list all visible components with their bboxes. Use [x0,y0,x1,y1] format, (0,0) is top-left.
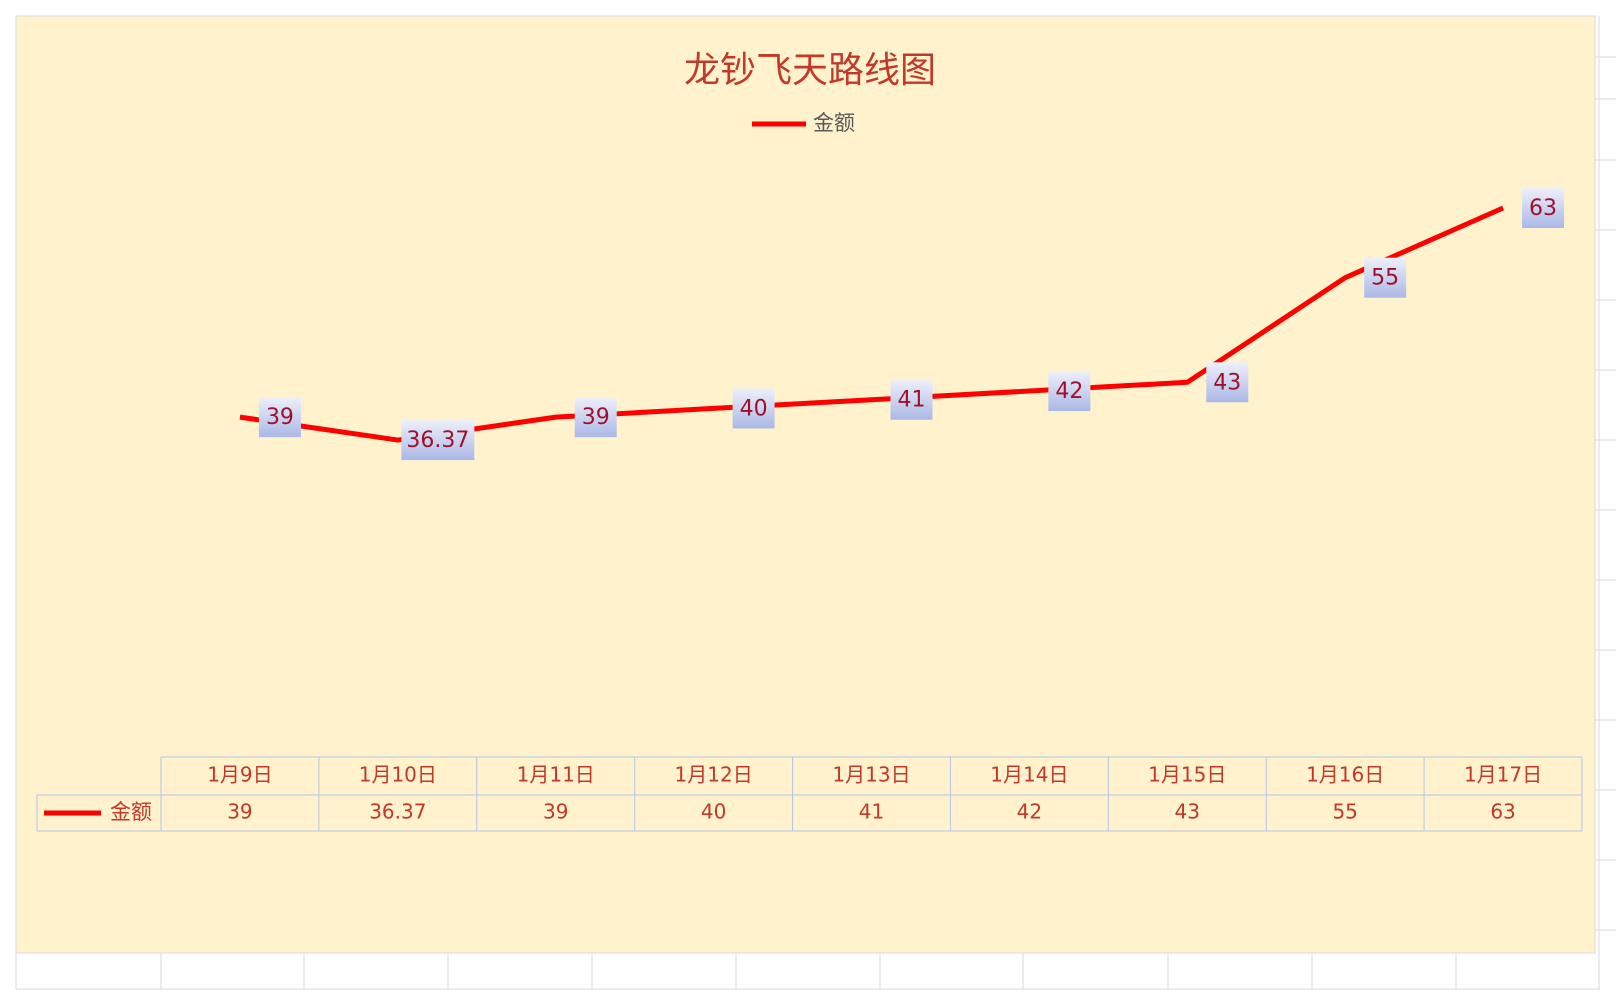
data-label-box [401,420,475,461]
x-tick-label: 1月9日 [207,763,272,787]
table-value: 39 [227,800,252,824]
table-value: 43 [1175,800,1200,824]
data-label-box [890,379,933,420]
sheet-grid [15,16,1616,990]
data-label: 42 [1048,371,1091,411]
data-label-box [1048,371,1091,411]
legend-label: 金额 [813,111,855,135]
data-label-text: 36.37 [406,428,469,453]
x-tick-label: 1月13日 [832,763,910,787]
table-series-name: 金额 [110,800,152,824]
data-label: 63 [1522,188,1565,228]
data-label: 55 [1364,257,1407,298]
x-tick-label: 1月16日 [1306,763,1384,787]
chart-title: 龙钞飞天路线图 [684,50,936,91]
data-label-box [1206,362,1249,403]
x-tick-label: 1月12日 [675,763,753,787]
data-label-text: 43 [1213,370,1241,395]
table-value: 41 [859,800,884,824]
data-label-text: 39 [266,405,294,430]
table-value: 55 [1332,800,1357,824]
data-label-text: 42 [1055,379,1083,404]
data-label-box [1364,257,1407,298]
x-tick-label: 1月14日 [990,763,1068,787]
data-label: 36.37 [401,420,475,461]
data-label-text: 40 [740,396,768,421]
chart-area [15,15,1596,954]
data-label-text: 63 [1529,196,1557,221]
x-tick-label: 1月15日 [1148,763,1226,787]
data-label: 39 [258,397,301,438]
data-label: 39 [574,397,617,438]
x-tick-label: 1月17日 [1464,763,1542,787]
x-tick-label: 1月10日 [359,763,437,787]
table-value: 40 [701,800,726,824]
x-tick-label: 1月11日 [517,763,595,787]
data-label: 40 [732,388,775,429]
data-label-text: 39 [582,405,610,430]
table-value: 42 [1017,800,1042,824]
table-value: 39 [543,800,568,824]
table-value: 36.37 [369,800,426,824]
data-label-box [1522,188,1565,228]
data-label-box [258,397,301,438]
data-label: 41 [890,379,933,420]
data-label-text: 41 [898,388,926,413]
data-label-box [732,388,775,429]
data-label-box [574,397,617,438]
data-label: 43 [1206,362,1249,403]
table-value: 63 [1490,800,1515,824]
data-label-text: 55 [1371,266,1399,291]
